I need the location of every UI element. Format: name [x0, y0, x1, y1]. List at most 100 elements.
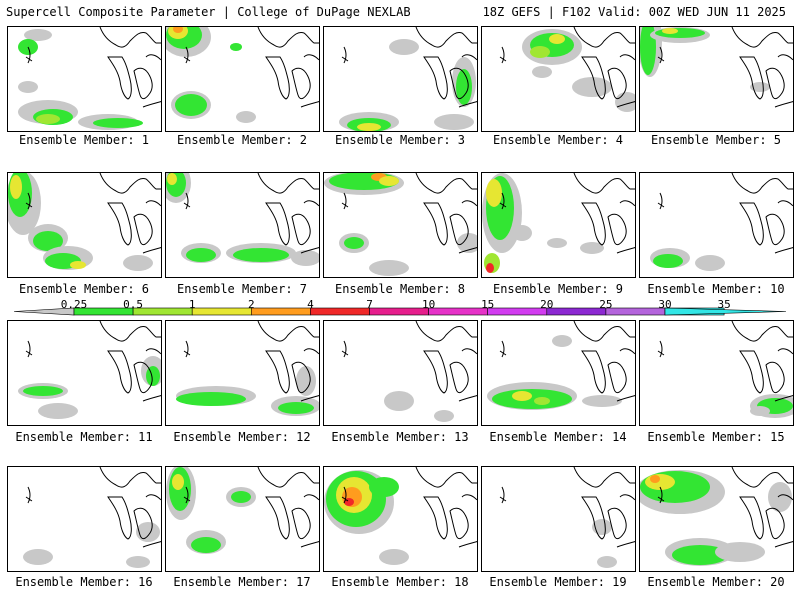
scp-contour-blob — [167, 173, 177, 185]
ensemble-member-label: Ensemble Member: 9 — [492, 282, 624, 296]
ensemble-member-label: Ensemble Member: 19 — [489, 575, 627, 589]
ensemble-panel — [323, 26, 478, 132]
scp-contour-blob — [597, 556, 617, 568]
scp-contour-blob — [126, 556, 150, 568]
ensemble-panel — [165, 172, 320, 278]
colorbar-tick-label: 0.25 — [60, 298, 88, 311]
colorbar-segment — [428, 307, 489, 316]
ensemble-member-label: Ensemble Member: 10 — [647, 282, 785, 296]
ensemble-panel — [639, 466, 794, 572]
scp-field-map — [640, 467, 793, 566]
colorbar-segment — [546, 307, 607, 316]
great-lakes-coastline — [183, 467, 319, 548]
colorbar-segment — [191, 307, 252, 316]
scp-contour-blob — [191, 537, 221, 553]
ensemble-panel — [7, 320, 162, 426]
ensemble-panel — [165, 466, 320, 572]
colorbar-tick-label: 15 — [481, 298, 495, 311]
scp-contour-blob — [23, 386, 63, 396]
great-lakes-coastline — [499, 173, 635, 254]
ensemble-panel — [323, 320, 478, 426]
scp-field-map — [18, 27, 161, 130]
great-lakes-coastline — [657, 173, 793, 254]
scp-contour-blob — [123, 255, 153, 271]
scp-field-map — [166, 467, 319, 554]
scp-contour-blob — [278, 402, 314, 414]
scp-field-map — [339, 27, 477, 131]
ensemble-member-label: Ensemble Member: 7 — [176, 282, 308, 296]
scp-contour-blob — [486, 263, 494, 273]
scp-contour-blob — [549, 34, 565, 44]
scp-field-map — [487, 321, 635, 410]
colorbar-over-arrow — [664, 307, 787, 316]
great-lakes-coastline — [499, 321, 635, 402]
ensemble-member-label: Ensemble Member: 1 — [18, 133, 150, 147]
scp-contour-blob — [530, 46, 550, 58]
color-scale-bar — [13, 307, 787, 316]
colorbar-tick-label: 30 — [658, 298, 672, 311]
ensemble-panel — [7, 172, 162, 278]
colorbar-tick-label: 1 — [188, 298, 196, 311]
scp-contour-blob — [357, 123, 381, 131]
scp-contour-blob — [662, 28, 678, 34]
scp-field-map — [657, 321, 793, 418]
scp-contour-blob — [296, 366, 316, 396]
great-lakes-coastline — [657, 27, 793, 108]
ensemble-member-label: Ensemble Member: 8 — [334, 282, 466, 296]
ensemble-panel — [481, 466, 636, 572]
great-lakes-coastline — [499, 467, 635, 548]
scp-contour-blob — [534, 397, 550, 405]
colorbar-segment — [310, 307, 370, 316]
ensemble-member-label: Ensemble Member: 3 — [334, 133, 466, 147]
scp-contour-blob — [552, 335, 572, 347]
ensemble-panel — [639, 172, 794, 278]
colorbar-segment — [251, 307, 311, 316]
scp-field-map — [166, 173, 319, 266]
scp-field-map — [8, 173, 161, 271]
scp-field-map — [341, 321, 477, 422]
scp-contour-blob — [582, 395, 622, 407]
ensemble-member-label: Ensemble Member: 2 — [176, 133, 308, 147]
scp-contour-blob — [653, 254, 683, 268]
colorbar-tick-label: 20 — [540, 298, 554, 311]
scp-contour-blob — [233, 248, 289, 262]
ensemble-member-label: Ensemble Member: 15 — [647, 430, 785, 444]
ensemble-panel — [323, 466, 478, 572]
ensemble-member-label: Ensemble Member: 14 — [489, 430, 627, 444]
colorbar-tick-label: 25 — [599, 298, 613, 311]
scp-contour-blob — [24, 29, 52, 41]
scp-field-map — [23, 467, 161, 568]
scp-contour-blob — [236, 111, 256, 123]
scp-contour-blob — [38, 403, 78, 419]
valid-time: 18Z GEFS | F102 Valid: 00Z WED JUN 11 20… — [482, 5, 786, 19]
great-lakes-coastline — [183, 321, 319, 402]
scp-contour-blob — [715, 542, 765, 562]
scp-contour-blob — [18, 81, 38, 93]
scp-contour-blob — [655, 28, 705, 38]
scp-contour-blob — [650, 475, 660, 483]
great-lakes-coastline — [341, 27, 477, 108]
scp-contour-blob — [492, 389, 572, 409]
ensemble-panel — [165, 320, 320, 426]
scp-contour-blob — [369, 260, 409, 276]
ensemble-member-label: Ensemble Member: 12 — [173, 430, 311, 444]
ensemble-member-label: Ensemble Member: 20 — [647, 575, 785, 589]
scp-contour-blob — [512, 391, 532, 401]
colorbar-segment — [369, 307, 429, 316]
great-lakes-coastline — [25, 27, 161, 108]
scp-contour-blob — [547, 238, 567, 248]
scp-contour-blob — [33, 231, 63, 251]
map-title: Supercell Composite Parameter | College … — [6, 5, 411, 19]
scp-contour-blob — [231, 491, 251, 503]
scp-field-map — [499, 467, 635, 568]
ensemble-panel — [481, 172, 636, 278]
scp-contour-blob — [580, 242, 604, 254]
ensemble-panel — [165, 26, 320, 132]
ensemble-member-label: Ensemble Member: 5 — [650, 133, 782, 147]
great-lakes-coastline — [25, 467, 161, 548]
scp-field-map — [324, 467, 477, 565]
ensemble-member-label: Ensemble Member: 17 — [173, 575, 311, 589]
scp-field-map — [650, 173, 793, 271]
scp-contour-blob — [384, 391, 414, 411]
ensemble-member-label: Ensemble Member: 18 — [331, 575, 469, 589]
